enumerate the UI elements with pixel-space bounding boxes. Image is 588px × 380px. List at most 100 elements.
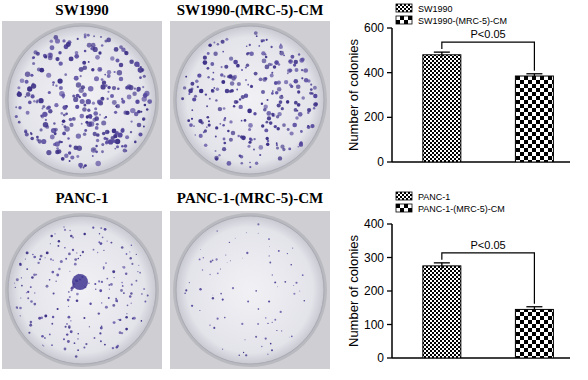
colony [45,257,46,258]
colony [120,65,122,67]
colony [199,89,204,94]
colony [32,57,34,59]
colony [310,84,312,86]
colony [54,233,55,234]
colony [276,142,278,144]
colony [282,148,285,151]
colony [278,156,282,160]
colony [281,95,283,97]
colony [241,135,246,140]
colony [261,346,263,348]
colony [136,89,139,92]
colony [95,55,100,60]
colony [237,135,239,137]
colony [189,282,190,283]
colony [72,95,75,98]
colony [37,262,39,264]
colony [63,338,65,340]
colony [210,261,212,263]
colony [83,103,86,106]
colony [209,98,211,100]
colony [276,330,277,331]
y-axis [391,28,393,162]
y-tick-label: 600 [364,21,384,35]
bar [423,55,461,162]
colony [222,349,223,350]
colony [93,111,98,116]
colony [123,148,127,152]
colony [188,93,190,95]
colony [51,271,54,274]
colony [220,293,222,295]
colony [139,76,142,79]
colony [27,291,29,293]
colony [272,90,274,92]
colony [313,86,317,90]
colony [119,63,123,67]
colony [222,51,224,53]
colony [281,330,282,331]
y-tick [387,290,392,291]
colony [30,133,32,135]
colony [191,109,193,111]
colony [76,155,79,158]
colony [287,253,288,254]
y-axis-label: Number of colonies [346,235,361,347]
colony [213,42,215,44]
colony [68,291,70,293]
colony [107,86,110,89]
colony [301,96,305,100]
colony [16,306,18,308]
colony [30,323,32,325]
colony [102,81,106,85]
colony [121,282,123,284]
colony [92,102,95,105]
colony [262,59,267,64]
colony [101,44,104,47]
colony [117,88,120,91]
colony [295,116,299,120]
colony [233,105,235,107]
colony [245,354,247,356]
colony [64,153,68,157]
colony [146,108,149,111]
colony [143,288,145,290]
colony [294,108,298,112]
colony [116,59,120,63]
colony [187,119,190,122]
colony [89,303,91,305]
colony [50,40,53,43]
colony [41,316,44,319]
colony [43,122,48,127]
colony [144,301,146,303]
colony [30,321,32,323]
colony [99,289,102,292]
colony [257,223,259,225]
colony [95,150,98,153]
colony [72,249,74,251]
colony [112,139,116,143]
colony [101,121,106,126]
colony [16,278,19,281]
colony [36,138,39,141]
colony [249,162,251,164]
colony [33,273,36,276]
colony [307,79,310,82]
colony [17,307,18,308]
colony [248,123,253,128]
colony [209,325,210,326]
colony [238,355,239,356]
colony [83,166,85,168]
colony [102,132,106,136]
colony [87,122,92,127]
colony [207,67,210,70]
colony [32,254,33,255]
colony [25,72,30,77]
colony [213,87,215,89]
colony [246,53,249,56]
colony [106,138,109,141]
colony [58,268,61,271]
colony [94,107,97,110]
colony [297,146,299,148]
colony [67,299,70,302]
